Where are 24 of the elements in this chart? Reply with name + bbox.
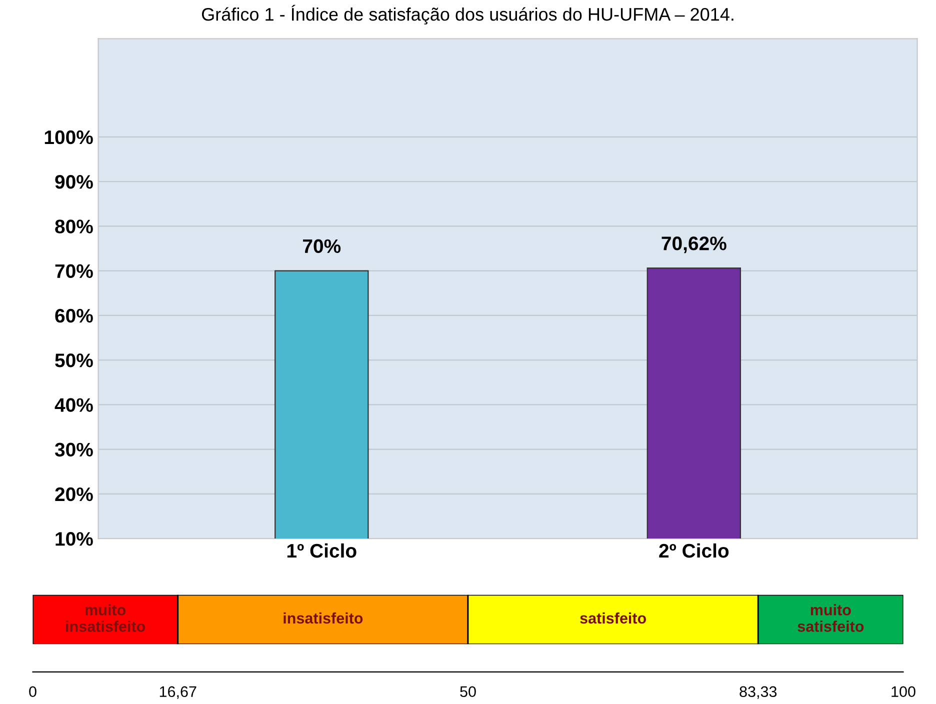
series-label: insatisfeito	[284, 612, 363, 624]
chart-title: Gráfico 1 - Índice de satisfação dos usuários do HU-UFMA – 2014.	[202, 4, 734, 24]
y-tick-label: 20%	[55, 487, 93, 502]
x-tick-label: 0	[29, 686, 36, 698]
series-label: muito insatisfeito	[66, 604, 146, 632]
data-label: 70,62%	[662, 236, 726, 254]
y-tick-label: 80%	[55, 220, 93, 234]
y-tick-label: 90%	[55, 175, 93, 189]
y-tick-label: 70%	[55, 264, 93, 278]
x-tick-label: 2º Ciclo	[659, 543, 729, 558]
y-tick-label: 50%	[55, 354, 93, 368]
x-tick-label: 50	[460, 686, 476, 698]
x-tick-label: 83,33	[740, 686, 777, 699]
y-tick-label: 100%	[44, 130, 93, 144]
y-tick-label: 60%	[55, 308, 93, 323]
x-tick-label: 1º Ciclo	[287, 543, 356, 558]
series-label: satisfeito	[580, 612, 646, 624]
y-tick-label: 10%	[56, 532, 93, 546]
y-tick-label: 40%	[54, 398, 93, 412]
y-tick-label: 30%	[54, 442, 93, 457]
data-label: 70%	[303, 239, 341, 254]
x-tick-label: 100	[892, 686, 916, 698]
series-label: muito satisfeito	[798, 604, 864, 632]
x-tick-label: 16,67	[160, 686, 196, 699]
